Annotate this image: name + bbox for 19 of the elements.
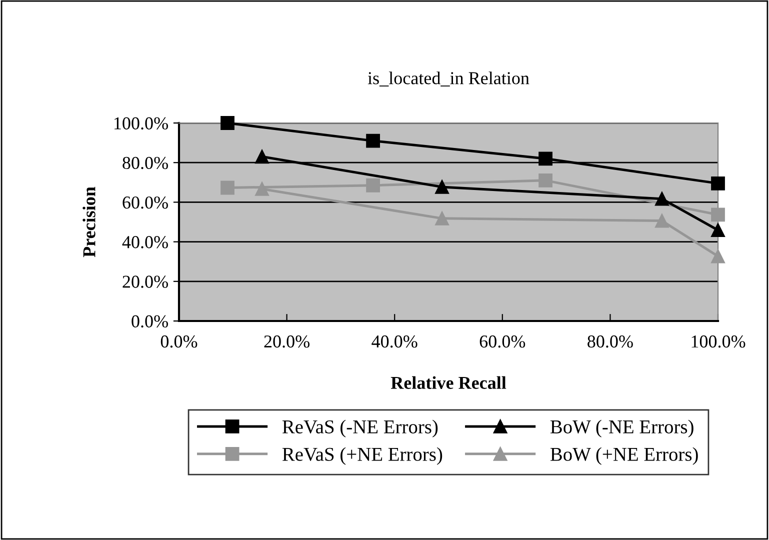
y-tick-label: 80.0% — [122, 156, 168, 170]
x-axis-title: Relative Recall — [390, 376, 506, 389]
legend-label: BoW (-NE Errors) — [550, 420, 694, 438]
legend-label: BoW (+NE Errors) — [550, 447, 698, 465]
y-tick-label: 100.0% — [114, 117, 168, 130]
x-tick-label: 20.0% — [264, 335, 310, 348]
y-axis-title: Precision — [82, 186, 96, 258]
y-tick-label: 60.0% — [122, 196, 168, 209]
y-tick-label: 40.0% — [122, 236, 168, 248]
x-tick-label: 100.0% — [692, 335, 746, 348]
legend-label: ReVaS (-NE Errors) — [282, 420, 438, 438]
x-tick-label: 40.0% — [372, 335, 418, 348]
x-tick-label: 80.0% — [588, 335, 633, 348]
legend-label: ReVaS (+NE Errors) — [282, 447, 442, 465]
x-tick-label: 60.0% — [480, 335, 526, 348]
x-tick-label: 0.0% — [160, 335, 198, 348]
y-tick-label: 20.0% — [122, 276, 168, 288]
y-tick-label: 0.0% — [132, 315, 168, 328]
chart-title: is_located_in Relation — [368, 72, 530, 86]
